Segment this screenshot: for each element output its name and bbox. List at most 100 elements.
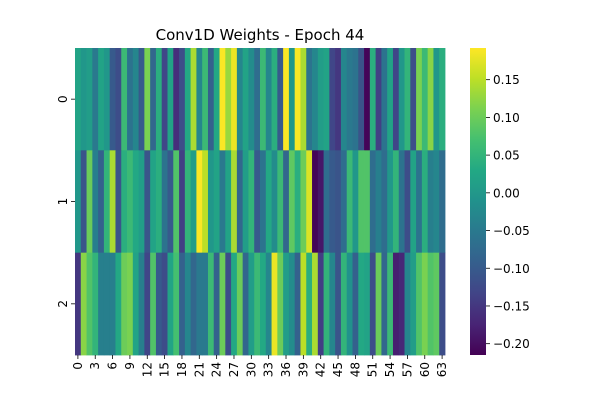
heatmap-cell <box>179 252 186 356</box>
heatmap-cell <box>144 252 151 356</box>
x-tick-label: 21 <box>192 362 206 377</box>
heatmap-cell <box>277 252 284 356</box>
x-axis-ticks: 0 3 6 9 12 15 18 21 24 27 30 33 36 39 42 45 48 51 54 57 60 63 <box>71 355 449 377</box>
heatmap-cell <box>288 150 296 254</box>
heatmap-cell <box>80 252 87 356</box>
heatmap-cell <box>121 252 128 356</box>
heatmap-cell <box>317 48 324 151</box>
colorbar-tick-label: −0.15 <box>493 299 530 313</box>
heatmap-cell <box>190 150 197 254</box>
heatmap-cell <box>254 48 261 151</box>
heatmap-cell <box>427 150 434 254</box>
heatmap-cell <box>329 48 336 151</box>
heatmap-cell <box>225 48 232 151</box>
heatmap-cell <box>103 48 111 151</box>
heatmap-cell <box>248 252 255 356</box>
heatmap-cell <box>335 252 342 356</box>
chart-title: Conv1D Weights - Epoch 44 <box>156 26 365 44</box>
heatmap-cell <box>242 48 249 151</box>
heatmap-cell <box>300 48 307 151</box>
heatmap-cell <box>427 252 434 356</box>
heatmap-cell <box>421 252 429 356</box>
heatmap-cell <box>132 252 139 356</box>
heatmap-cell <box>283 48 290 151</box>
heatmap-cell <box>173 150 180 254</box>
heatmap-cell <box>92 48 99 151</box>
heatmap-cell <box>213 48 220 151</box>
heatmap-cell <box>231 48 238 151</box>
heatmap-cell <box>103 252 111 356</box>
heatmap-cell <box>115 150 122 254</box>
heatmap-cell <box>358 150 365 254</box>
heatmap-cell <box>410 150 417 254</box>
heatmap-cell <box>335 150 342 254</box>
heatmap-cell <box>421 150 429 254</box>
heatmap-cell <box>398 150 405 254</box>
x-tick-label: 0 <box>71 362 85 370</box>
heatmap-cell <box>161 150 168 254</box>
heatmap-cell <box>358 252 365 356</box>
heatmap-cell <box>144 150 151 254</box>
heatmap-cell <box>92 252 99 356</box>
heatmap-cell <box>317 150 324 254</box>
heatmap-cell <box>329 150 336 254</box>
x-tick-label: 51 <box>366 362 380 377</box>
heatmap-cell <box>433 252 440 356</box>
heatmap-cell <box>260 48 267 151</box>
heatmap-cell <box>236 150 244 254</box>
heatmap-cell <box>196 150 203 254</box>
heatmap-cell <box>167 48 174 151</box>
heatmap-cell <box>75 150 82 254</box>
heatmap-cells <box>75 48 446 356</box>
heatmap-cell <box>358 48 365 151</box>
heatmap-cell <box>242 150 249 254</box>
heatmap-cell <box>346 48 353 151</box>
colorbar <box>470 48 486 355</box>
heatmap-cell <box>369 48 377 151</box>
heatmap-cell <box>375 252 382 356</box>
heatmap-cell <box>207 150 215 254</box>
colorbar-ticks: 0.15 0.10 0.05 0.00 −0.05 −0.10 −0.15 −0.20 <box>486 73 530 351</box>
heatmap-cell <box>219 252 226 356</box>
heatmap-cell <box>265 252 272 356</box>
heatmap-cell <box>80 150 87 254</box>
heatmap-cell <box>352 150 359 254</box>
heatmap-cell <box>375 48 382 151</box>
colorbar-tick-label: −0.10 <box>493 262 530 276</box>
heatmap-cell <box>392 150 400 254</box>
heatmap-cell <box>433 48 440 151</box>
heatmap-cell <box>410 48 417 151</box>
heatmap-cell <box>352 252 359 356</box>
heatmap-cell <box>190 48 197 151</box>
heatmap-cell <box>312 150 319 254</box>
heatmap-cell <box>323 48 330 151</box>
heatmap-cell <box>323 150 330 254</box>
heatmap-cell <box>404 252 411 356</box>
heatmap-cell <box>439 252 446 356</box>
x-tick-label: 48 <box>348 362 362 377</box>
x-tick-label: 36 <box>279 362 293 377</box>
y-tick-label: 1 <box>56 198 70 206</box>
heatmap-cell <box>161 48 168 151</box>
heatmap-cell <box>150 252 157 356</box>
heatmap-cell <box>150 150 157 254</box>
heatmap-cell <box>265 48 272 151</box>
heatmap-cell <box>294 48 301 151</box>
heatmap-cell <box>219 150 226 254</box>
heatmap-cell <box>121 150 128 254</box>
heatmap-cell <box>294 150 301 254</box>
heatmap-cell <box>132 48 139 151</box>
colorbar-tick-label: 0.10 <box>493 111 520 125</box>
heatmap-cell <box>190 252 197 356</box>
heatmap-cell <box>155 252 163 356</box>
heatmap-cell <box>427 48 434 151</box>
heatmap-cell <box>381 252 388 356</box>
heatmap-cell <box>98 252 105 356</box>
heatmap-cell <box>300 150 307 254</box>
heatmap-cell <box>98 48 105 151</box>
x-tick-label: 63 <box>435 362 449 377</box>
heatmap-cell <box>184 252 192 356</box>
x-tick-label: 33 <box>262 362 276 377</box>
heatmap-cell <box>340 150 348 254</box>
heatmap-cell <box>127 150 134 254</box>
